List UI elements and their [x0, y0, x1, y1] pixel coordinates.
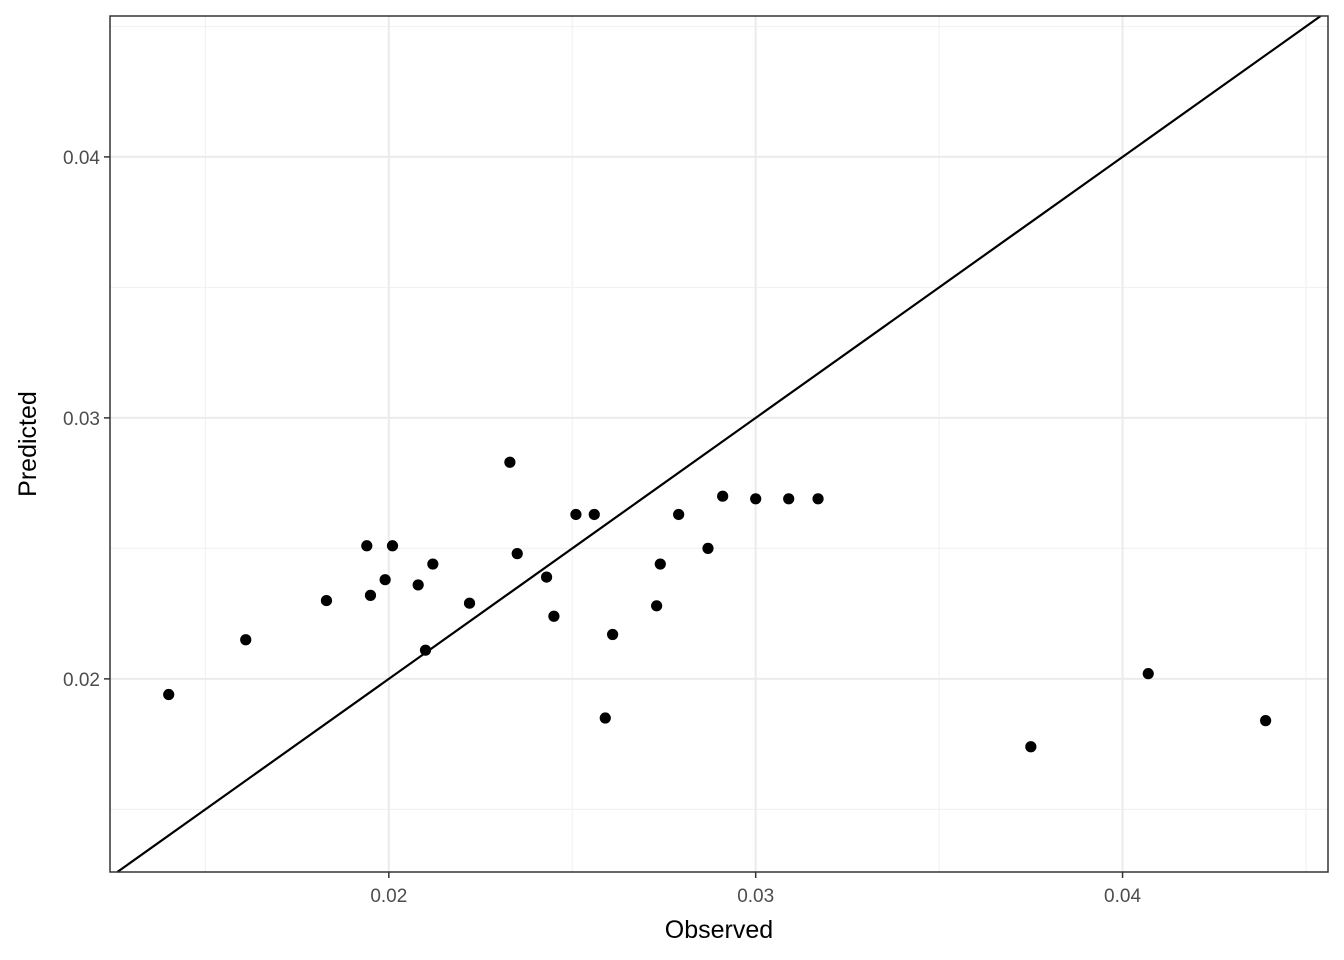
data-point	[717, 490, 729, 502]
data-point	[607, 628, 619, 641]
data-point	[570, 508, 582, 521]
data-point	[540, 571, 553, 583]
x-tick-label: 0.02	[370, 886, 407, 907]
data-point	[588, 508, 600, 521]
data-points	[163, 456, 1272, 753]
data-point	[1260, 715, 1272, 727]
y-tick-label: 0.03	[63, 409, 100, 430]
y-tick-label: 0.02	[63, 670, 100, 691]
identity-reference-line	[116, 15, 1322, 873]
x-tick-label: 0.03	[737, 886, 774, 907]
data-point	[412, 579, 424, 591]
data-point	[702, 542, 714, 554]
data-point	[163, 688, 175, 701]
data-point	[1025, 741, 1037, 753]
data-point	[419, 644, 432, 656]
x-axis-title: Observed	[665, 916, 773, 944]
data-point	[463, 597, 476, 609]
data-point	[548, 610, 560, 622]
data-point	[673, 508, 685, 521]
data-point	[504, 456, 516, 468]
data-point	[783, 493, 795, 505]
data-point	[511, 548, 523, 560]
major-gridlines	[110, 16, 1328, 872]
data-point	[386, 540, 399, 552]
plot-panel-border	[109, 15, 1329, 873]
data-point	[812, 493, 824, 505]
x-tick-label: 0.04	[1104, 886, 1141, 907]
data-point	[654, 558, 666, 570]
data-point	[379, 574, 391, 586]
y-axis-title: Predicted	[14, 391, 42, 497]
data-point	[361, 540, 373, 552]
data-point	[364, 589, 377, 601]
data-point	[599, 712, 611, 724]
axis-ticks: 0.02 0.03 0.04 0.02 0.03 0.04	[63, 148, 1141, 907]
data-point	[427, 558, 439, 570]
data-point	[240, 634, 252, 646]
data-point	[651, 600, 663, 612]
minor-gridlines	[110, 16, 1328, 872]
reference-line-layer	[116, 15, 1322, 873]
data-point	[1142, 668, 1154, 680]
data-point	[750, 493, 762, 505]
data-point	[320, 594, 333, 607]
y-tick-label: 0.04	[63, 148, 100, 169]
